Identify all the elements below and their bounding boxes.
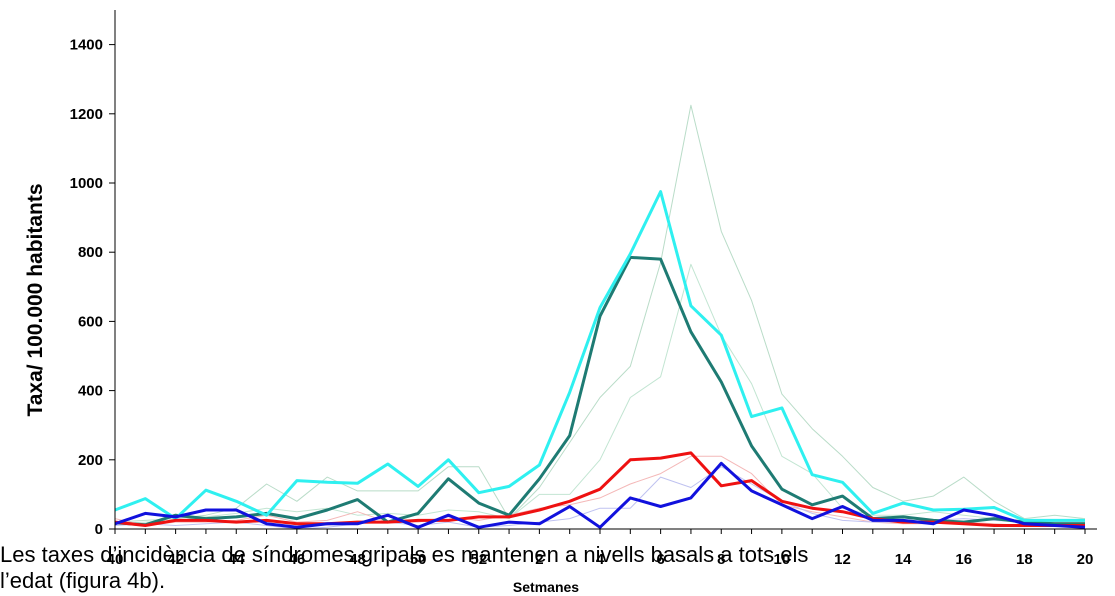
x-tick-label: 4	[596, 551, 605, 568]
x-tick-label: 50	[410, 551, 427, 568]
series-line-2	[114, 263, 1086, 525]
x-tick-label: 44	[228, 551, 245, 568]
body-text-line-2: l’edat (figura 4b).	[0, 568, 166, 593]
x-tick-label: 46	[289, 551, 306, 568]
y-tick-label: 1400	[70, 37, 103, 54]
y-tick-label: 200	[78, 452, 103, 469]
x-tick-label: 16	[955, 551, 972, 568]
x-tick-label: 52	[470, 551, 487, 568]
y-tick-label: 0	[95, 521, 103, 538]
body-text-line-1: Les taxes d’incidència de síndromes grip…	[0, 542, 809, 567]
y-tick-label: 600	[78, 313, 103, 330]
y-tick-label: 800	[78, 244, 103, 261]
series-line-5	[114, 255, 1085, 527]
x-axis-title: Setmanes	[513, 579, 579, 595]
series-line-6	[114, 190, 1085, 522]
x-tick-label: 40	[107, 551, 124, 568]
series-line-1	[114, 104, 1086, 523]
y-tick-label: 1000	[70, 175, 103, 192]
y-axis-title: Taxa/ 100.000 habitants	[24, 183, 47, 416]
x-tick-label: 42	[167, 551, 184, 568]
x-tick-label: 20	[1077, 551, 1094, 568]
series-line-8	[114, 461, 1086, 529]
x-tick-label: 18	[1016, 551, 1033, 568]
y-tick-label: 400	[78, 383, 103, 400]
x-tick-label: 10	[774, 551, 791, 568]
series-lines	[114, 104, 1086, 530]
y-tick-label: 1200	[70, 106, 103, 123]
y-ticks: 0 200 400 600 800 1000 1200 1400	[70, 37, 115, 538]
x-tick-label: 8	[717, 551, 725, 568]
x-ticks: 40 42 44 46 48 50 52 2 4 6 8 10 12 14 16 18 20	[107, 529, 1094, 568]
x-tick-label: 6	[656, 551, 664, 568]
x-tick-label: 12	[834, 551, 851, 568]
x-tick-label: 2	[535, 551, 543, 568]
x-tick-label: 14	[895, 551, 912, 568]
x-tick-label: 48	[349, 551, 366, 568]
